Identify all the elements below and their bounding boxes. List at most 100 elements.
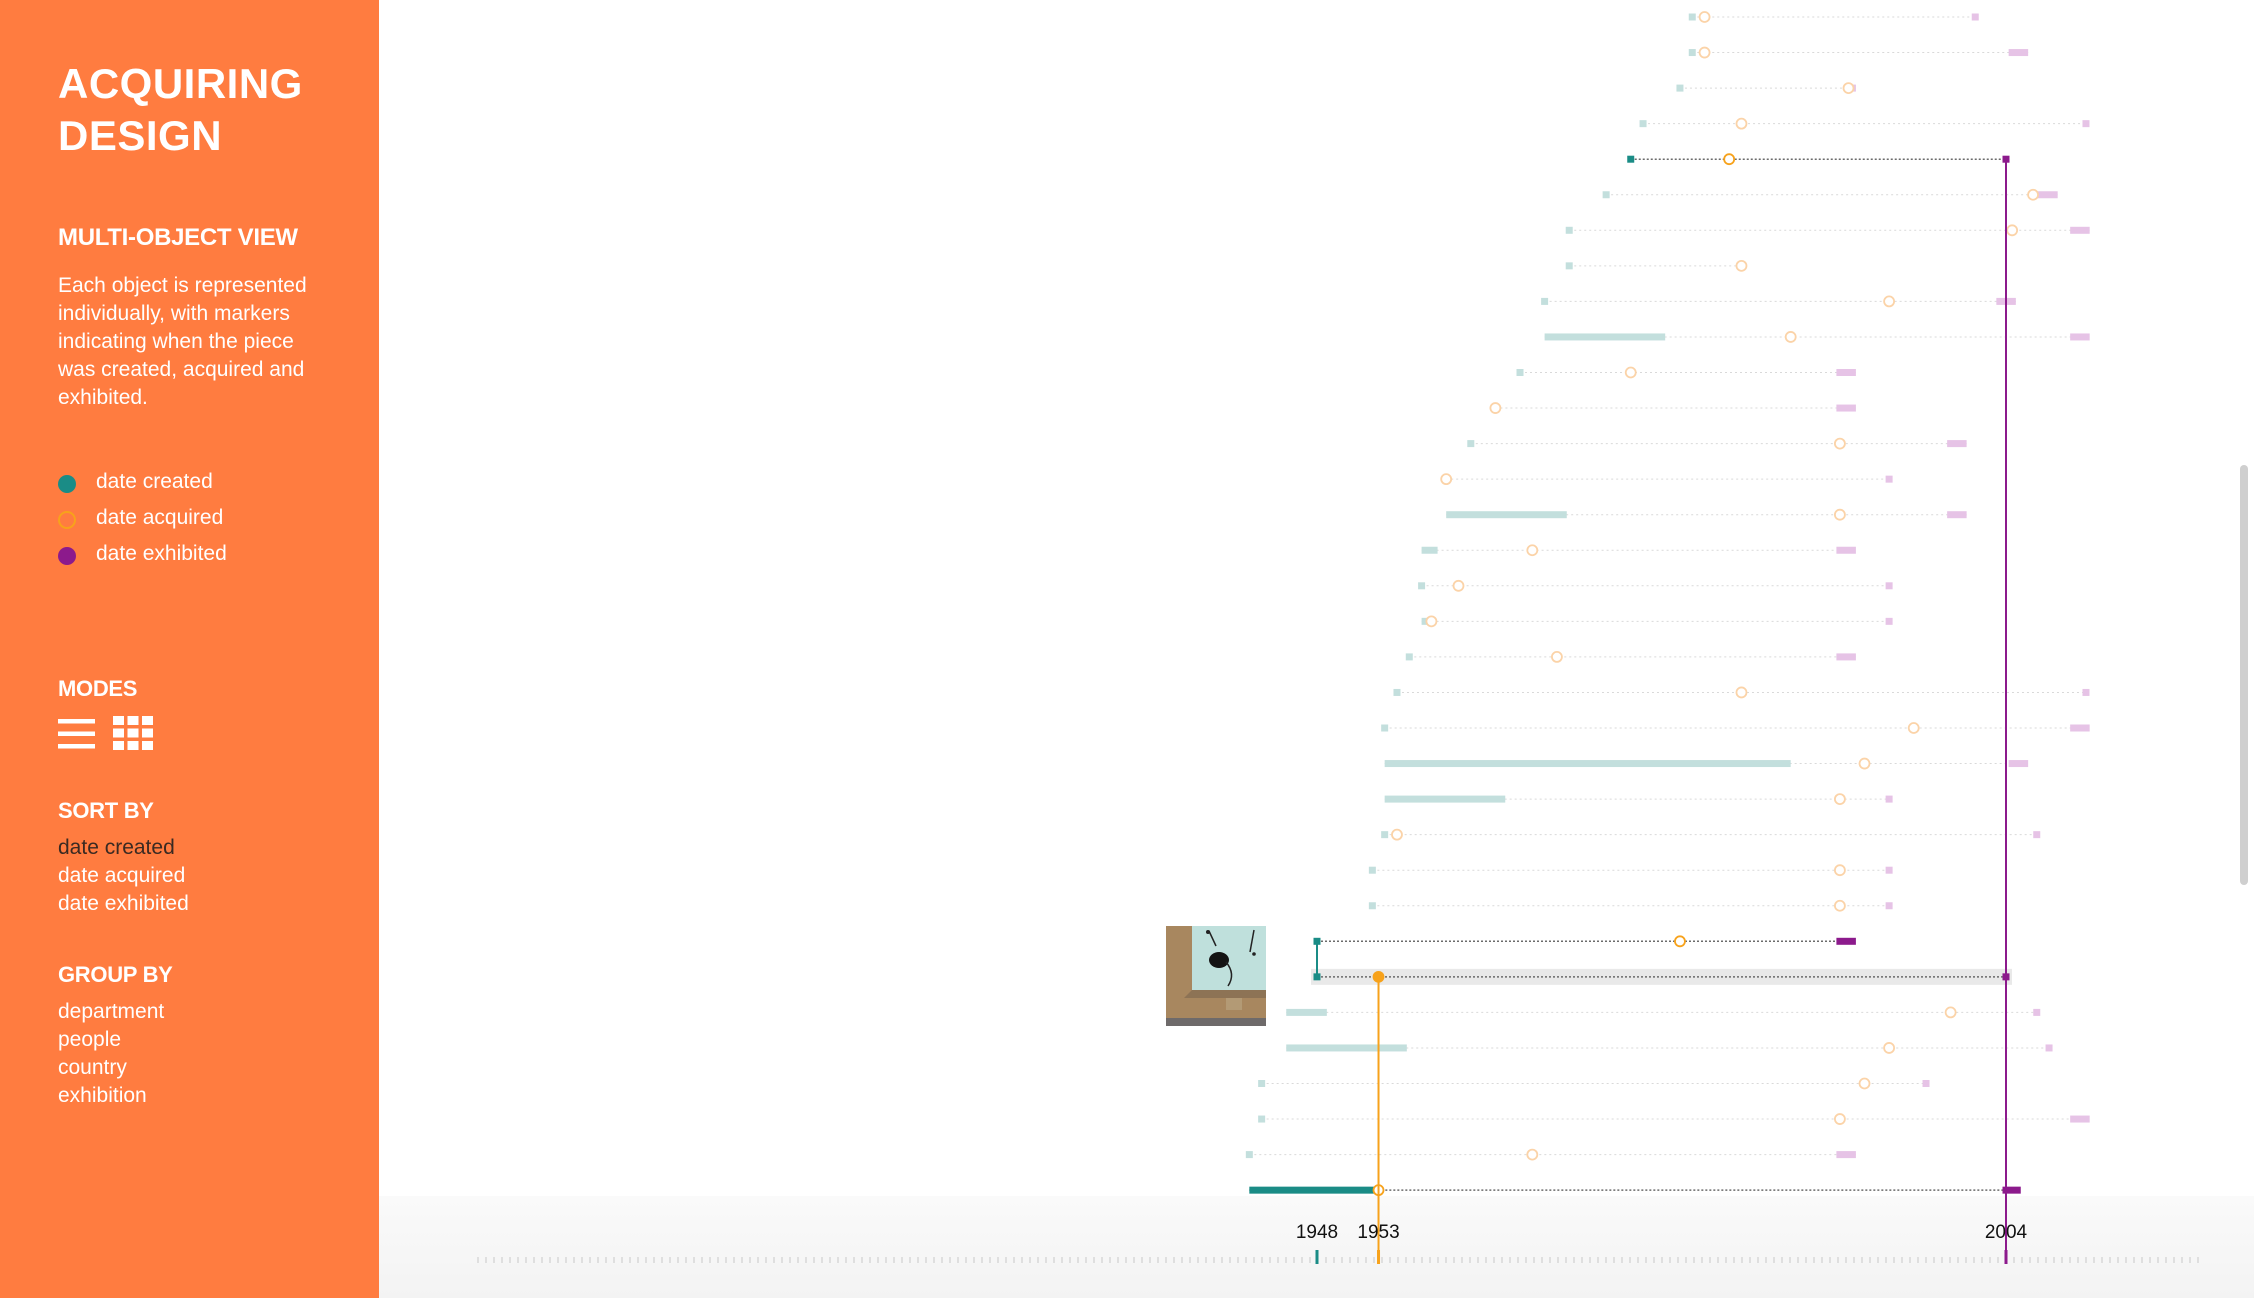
exhibited-marker <box>2070 724 2090 732</box>
acquired-marker <box>1698 46 1711 59</box>
object-row[interactable] <box>1688 46 2029 59</box>
object-row[interactable] <box>1286 1042 2053 1054</box>
exhibited-marker <box>1971 13 1979 21</box>
grid-mode-button[interactable] <box>113 716 157 752</box>
object-row[interactable] <box>1602 188 2058 201</box>
object-row[interactable] <box>1467 437 1967 450</box>
created-marker <box>1405 653 1413 661</box>
object-row[interactable] <box>1440 473 1893 486</box>
sort-option-date-acquired[interactable]: date acquired <box>58 864 186 887</box>
object-row[interactable] <box>1245 1148 1856 1161</box>
created-marker <box>1286 1008 1327 1016</box>
acquired-marker <box>1452 579 1465 592</box>
exhibited-marker <box>1885 795 1893 803</box>
exhibited-marker <box>1947 440 1967 448</box>
object-row[interactable] <box>1405 651 1856 663</box>
exhibited-marker <box>2033 1008 2041 1016</box>
exhibited-marker <box>2070 333 2090 341</box>
created-marker <box>1602 191 1610 199</box>
created-marker <box>1544 333 1666 341</box>
created-marker <box>1368 866 1376 874</box>
object-row[interactable] <box>1544 331 2090 343</box>
object-row[interactable] <box>1516 366 1856 379</box>
created-marker <box>1384 760 1791 768</box>
object-row[interactable] <box>1541 295 2016 308</box>
acquired-marker <box>1674 935 1686 948</box>
exhibited-marker <box>2008 49 2029 57</box>
created-marker <box>1565 262 1573 270</box>
acquired-marker <box>1883 295 1896 308</box>
acquired-marker <box>1735 259 1748 272</box>
created-marker <box>1627 155 1635 163</box>
app-title: ACQUIRING DESIGN <box>58 58 303 162</box>
object-row[interactable] <box>1249 1184 2021 1197</box>
acquired-marker <box>1440 473 1453 486</box>
acquired-marker <box>1834 864 1846 877</box>
created-marker <box>1639 120 1647 128</box>
object-row[interactable] <box>1688 11 1979 23</box>
acquired-marker <box>2006 224 2019 237</box>
exhibited-marker <box>1885 617 1893 625</box>
object-thumbnail[interactable] <box>1166 926 1266 1026</box>
object-row[interactable] <box>1384 757 2029 770</box>
object-row[interactable] <box>1421 615 1893 628</box>
created-marker <box>1393 688 1401 696</box>
exhibited-marker <box>2082 688 2090 696</box>
group-option-people[interactable]: people <box>58 1028 122 1051</box>
acquired-marker <box>1858 1077 1871 1090</box>
object-row[interactable] <box>1311 968 2012 985</box>
object-row[interactable] <box>1286 1006 2041 1019</box>
exhibited-marker <box>1947 511 1967 519</box>
object-row[interactable] <box>1639 117 2090 130</box>
exhibited-marker <box>1836 404 1856 412</box>
sort-option-date-created[interactable]: date created <box>58 836 175 859</box>
object-row[interactable] <box>1489 402 1856 414</box>
object-row[interactable] <box>1381 828 2041 841</box>
exhibited-dot-icon <box>58 547 76 565</box>
axis-year-marker <box>1315 1250 1319 1264</box>
acquired-marker <box>1834 508 1846 521</box>
created-marker <box>1688 13 1696 21</box>
object-row[interactable] <box>1384 793 1893 805</box>
vertical-scrollbar[interactable] <box>2240 465 2248 885</box>
acquired-marker <box>1391 828 1403 841</box>
list-icon <box>58 719 95 749</box>
created-marker <box>1381 724 1389 732</box>
object-row[interactable] <box>1418 579 1893 592</box>
exhibited-marker <box>2082 120 2090 128</box>
acquired-marker <box>1735 686 1748 699</box>
object-row[interactable] <box>1368 864 1893 877</box>
legend-label: date exhibited <box>96 542 227 565</box>
list-mode-button[interactable] <box>58 716 102 752</box>
grid-icon <box>113 716 153 750</box>
object-row[interactable] <box>1676 82 1856 94</box>
app-title-line2: DESIGN <box>58 112 223 159</box>
acquired-marker <box>2027 188 2039 201</box>
object-row[interactable] <box>1421 544 1856 557</box>
created-marker <box>1249 1186 1379 1194</box>
object-row[interactable] <box>1627 153 2010 166</box>
axis-year-label-1953: 1953 <box>1357 1222 1400 1243</box>
object-row[interactable] <box>1258 1113 2090 1125</box>
object-row[interactable] <box>1381 722 2090 734</box>
created-marker <box>1286 1044 1407 1052</box>
group-option-department[interactable]: department <box>58 1000 165 1023</box>
acquired-marker <box>1489 402 1502 414</box>
acquired-marker <box>1858 757 1871 770</box>
acquired-marker <box>1624 366 1637 379</box>
object-row[interactable] <box>1565 224 2090 237</box>
exhibited-marker <box>1885 902 1893 910</box>
acquired-marker <box>1526 1148 1539 1161</box>
object-row[interactable] <box>1446 508 1967 521</box>
object-row[interactable] <box>1368 899 1893 912</box>
object-row[interactable] <box>1313 935 1856 948</box>
object-row[interactable] <box>1258 1077 1930 1090</box>
group-option-exhibition[interactable]: exhibition <box>58 1084 147 1107</box>
view-description: Each object is represented individually,… <box>58 274 307 409</box>
exhibited-marker <box>1885 475 1893 483</box>
exhibited-marker <box>1836 653 1856 661</box>
sort-option-date-exhibited[interactable]: date exhibited <box>58 892 189 915</box>
object-row[interactable] <box>1565 259 1748 272</box>
group-option-country[interactable]: country <box>58 1056 127 1079</box>
object-row[interactable] <box>1393 686 2090 699</box>
